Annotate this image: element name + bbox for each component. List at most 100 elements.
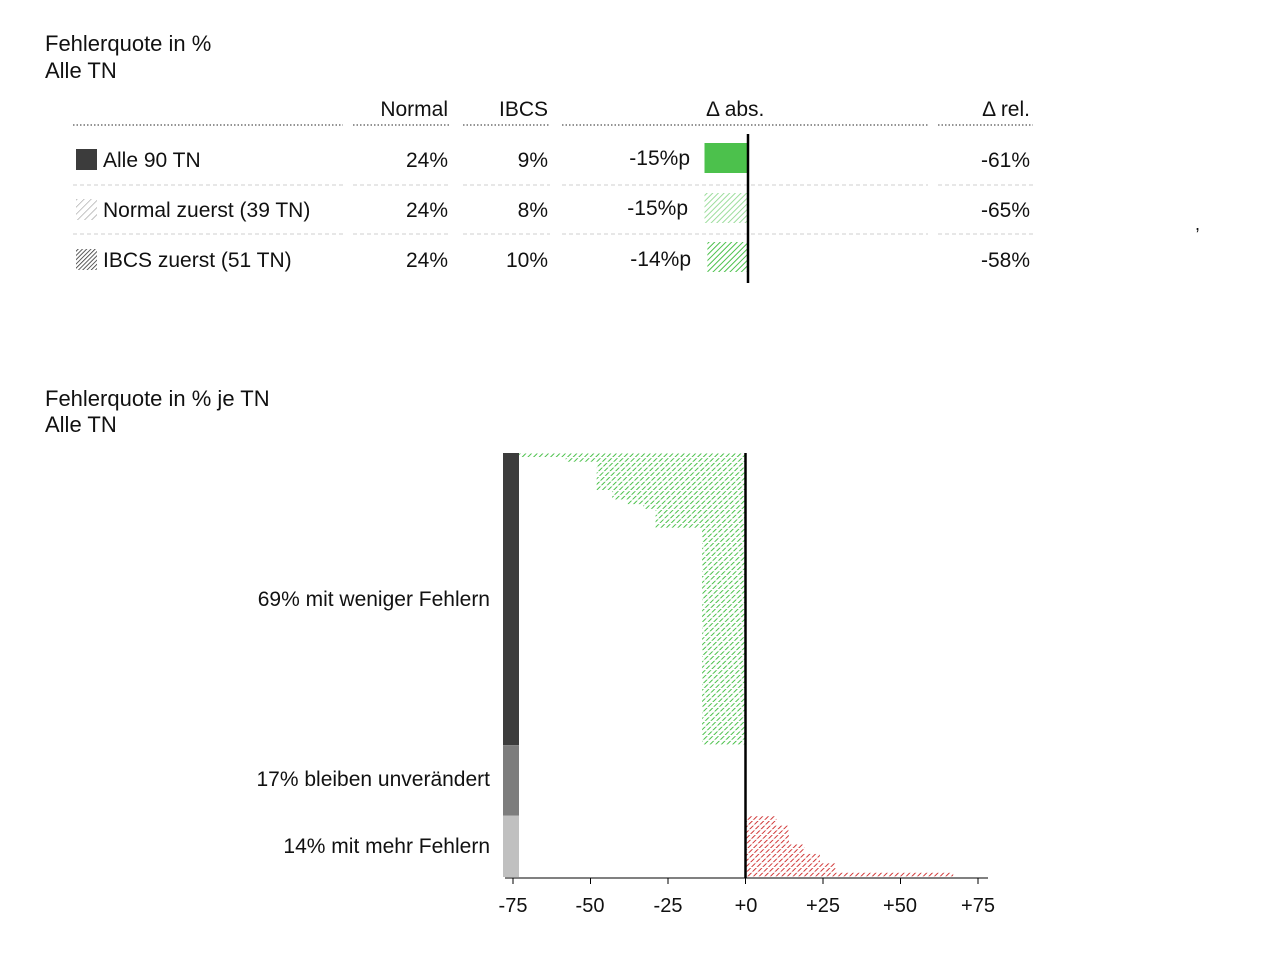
row-all-delta-rel: -61% bbox=[980, 149, 1030, 172]
bar-fewer-errors bbox=[702, 712, 746, 717]
bar-more-errors bbox=[745, 868, 836, 872]
bar-more-errors bbox=[745, 820, 777, 825]
x-tick-label: +50 bbox=[883, 895, 917, 917]
row-normal-first-delta-rel: -65% bbox=[980, 199, 1030, 222]
bar-fewer-errors bbox=[702, 674, 746, 679]
legend-square-dense-hatch bbox=[76, 249, 97, 270]
bar-fewer-errors bbox=[702, 561, 746, 566]
bar-fewer-errors bbox=[702, 740, 746, 745]
row-all-ibcs: 9% bbox=[517, 149, 548, 172]
bar-fewer-errors bbox=[702, 651, 746, 655]
bar-fewer-errors bbox=[655, 519, 746, 523]
x-tick-label: +75 bbox=[961, 895, 995, 917]
group-bracket-segment bbox=[503, 745, 519, 816]
bar-fewer-errors bbox=[596, 486, 746, 490]
group-bracket-segment bbox=[503, 815, 519, 877]
bar-fewer-errors bbox=[702, 604, 746, 608]
bar-fewer-errors bbox=[596, 467, 746, 472]
row-normal-first-delta-abs: -15%p bbox=[627, 197, 688, 220]
bar-fewer-errors bbox=[702, 660, 746, 665]
x-tick-label: -75 bbox=[498, 895, 528, 917]
bar-fewer-errors bbox=[702, 632, 746, 637]
table-subtitle: Alle TN bbox=[45, 58, 117, 83]
bar-fewer-errors bbox=[702, 707, 746, 712]
delta-bar bbox=[704, 143, 748, 173]
bar-fewer-errors bbox=[702, 547, 746, 552]
bar-fewer-errors bbox=[655, 514, 746, 519]
bar-fewer-errors bbox=[702, 679, 746, 684]
table-title: Fehlerquote in % bbox=[45, 31, 212, 56]
bar-fewer-errors bbox=[702, 623, 746, 627]
bar-fewer-errors bbox=[702, 656, 746, 660]
header-normal: Normal bbox=[380, 98, 448, 121]
row-label-ibcs-first: IBCS zuerst (51 TN) bbox=[103, 249, 292, 272]
legend-square-light-hatch bbox=[76, 199, 97, 220]
bar-fewer-errors bbox=[596, 472, 746, 476]
bar-fewer-errors bbox=[655, 524, 746, 528]
x-tick-label: +0 bbox=[734, 895, 758, 917]
stray-comma: , bbox=[1195, 214, 1201, 234]
bar-fewer-errors bbox=[702, 557, 746, 561]
bar-fewer-errors bbox=[702, 684, 746, 688]
bar-fewer-errors bbox=[702, 646, 746, 651]
row-ibcs-first-normal: 24% bbox=[405, 249, 448, 272]
bar-more-errors bbox=[745, 816, 777, 820]
x-tick-label: -50 bbox=[575, 895, 605, 917]
header-delta-rel: Δ rel. bbox=[982, 98, 1030, 121]
bar-fewer-errors bbox=[702, 566, 746, 571]
bar-fewer-errors bbox=[612, 491, 746, 495]
bar-fewer-errors bbox=[702, 585, 746, 589]
chart-title: Fehlerquote in % je TN bbox=[45, 386, 270, 411]
bar-fewer-errors bbox=[702, 670, 746, 674]
bar-more-errors bbox=[745, 835, 789, 839]
bar-more-errors bbox=[745, 844, 805, 849]
group-label-more-errors: 14% mit mehr Fehlern bbox=[283, 835, 490, 858]
bar-fewer-errors bbox=[702, 594, 746, 599]
bar-more-errors bbox=[745, 863, 836, 867]
delta-bar bbox=[704, 193, 748, 223]
bar-fewer-errors bbox=[612, 495, 746, 500]
bar-fewer-errors bbox=[702, 698, 746, 702]
x-tick-label: +25 bbox=[806, 895, 840, 917]
bar-fewer-errors bbox=[519, 453, 746, 458]
row-normal-first-normal: 24% bbox=[405, 199, 448, 222]
bar-more-errors bbox=[745, 872, 954, 877]
bar-fewer-errors bbox=[702, 575, 746, 580]
delta-bar bbox=[707, 242, 748, 272]
bar-fewer-errors bbox=[565, 458, 746, 462]
bar-more-errors bbox=[745, 839, 789, 844]
bar-fewer-errors bbox=[655, 510, 746, 514]
bar-fewer-errors bbox=[702, 627, 746, 632]
bar-fewer-errors bbox=[702, 689, 746, 693]
bar-fewer-errors bbox=[702, 641, 746, 646]
bar-fewer-errors bbox=[702, 637, 746, 641]
bar-fewer-errors bbox=[702, 608, 746, 613]
row-ibcs-first-ibcs: 10% bbox=[505, 249, 548, 272]
bar-fewer-errors bbox=[596, 462, 746, 467]
bar-fewer-errors bbox=[702, 580, 746, 585]
row-all-delta-abs: -15%p bbox=[629, 147, 690, 170]
bar-more-errors bbox=[745, 858, 820, 863]
row-ibcs-first-delta-rel: -58% bbox=[980, 249, 1030, 272]
bar-more-errors bbox=[745, 825, 789, 830]
chart-subtitle: Alle TN bbox=[45, 412, 117, 437]
bar-fewer-errors bbox=[702, 722, 746, 726]
row-normal-first-ibcs: 8% bbox=[517, 199, 548, 222]
bar-fewer-errors bbox=[596, 477, 746, 481]
group-label-fewer-errors: 69% mit weniger Fehlern bbox=[257, 588, 490, 611]
row-label-normal-first: Normal zuerst (39 TN) bbox=[103, 199, 311, 222]
bar-fewer-errors bbox=[702, 618, 746, 622]
legend-square-solid bbox=[76, 149, 97, 170]
header-delta-abs: Δ abs. bbox=[706, 98, 765, 121]
bar-more-errors bbox=[745, 853, 820, 858]
group-label-unchanged: 17% bleiben unverändert bbox=[256, 768, 490, 791]
bar-fewer-errors bbox=[702, 717, 746, 721]
bar-fewer-errors bbox=[702, 665, 746, 670]
bar-fewer-errors bbox=[702, 736, 746, 740]
bar-more-errors bbox=[745, 830, 789, 834]
bar-fewer-errors bbox=[702, 571, 746, 575]
bar-fewer-errors bbox=[702, 726, 746, 731]
bar-fewer-errors bbox=[627, 500, 746, 505]
bar-fewer-errors bbox=[702, 703, 746, 707]
